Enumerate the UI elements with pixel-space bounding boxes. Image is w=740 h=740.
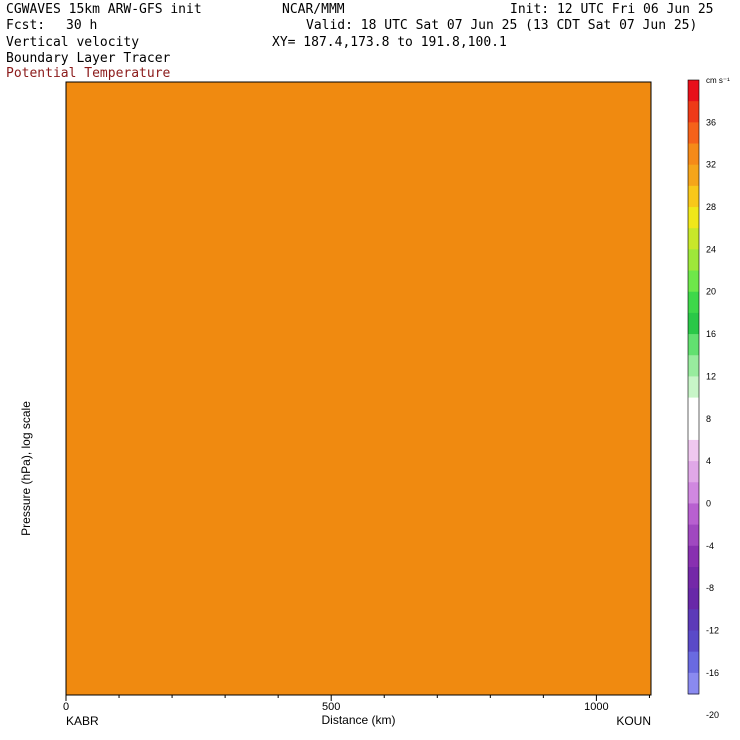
colorbar-swatch [688,524,699,547]
x-axis-label: Distance (km) [321,713,395,727]
colorbar-swatch [688,164,699,187]
colorbar-swatch [688,397,699,420]
colorbar-swatch [688,503,699,526]
colorbar-label: 32 [706,160,716,170]
colorbar-swatch [688,122,699,145]
colorbar-swatch [688,588,699,610]
colorbar-frame [687,79,700,695]
colorbar-swatch [688,376,699,399]
colorbar-swatch [688,418,699,441]
colorbar-label: 28 [706,202,716,212]
colorbar-label: 8 [706,414,711,424]
colorbar-swatch [688,672,699,695]
colorbar-swatch [688,609,699,631]
colorbar-swatch [688,143,699,166]
colorbar-swatch [688,101,699,123]
colorbar-swatch [688,355,699,377]
forecast-hour: 30 h [66,18,98,33]
colorbar-swatch [688,80,699,102]
colorbar-swatch [688,545,699,568]
colorbar-swatch [688,228,699,250]
colorbar-label: 0 [706,498,711,508]
field-vertical-velocity: Vertical velocity [6,35,140,50]
colorbar-swatch [688,482,699,504]
colorbar-swatch [688,207,699,229]
init-time: Init: 12 UTC Fri 06 Jun 25 [510,2,714,17]
field-boundary-layer-tracer: Boundary Layer Tracer [6,51,171,66]
colorbar-label: -8 [706,583,714,593]
x-tick-label: 0 [63,701,69,713]
valid-time: Valid: 18 UTC Sat 07 Jun 25 (13 CDT Sat … [306,18,698,33]
colorbar-label: -4 [706,541,714,551]
colorbar: cm s⁻¹ 36 32 28 24 20 16 12 8 4 0 -4 -8 -12 -16 -20 [687,76,730,720]
colorbar-swatch [688,185,699,208]
terrain-fill [66,82,651,695]
x-tick-label: 500 [322,701,340,713]
colorbar-swatch [688,630,699,653]
cross-section-endpoints: XY= 187.4,173.8 to 191.8,100.1 [272,35,507,50]
colorbar-swatch [688,249,699,272]
colorbar-swatch [688,334,699,356]
forecast-label: Fcst: [6,18,46,33]
colorbar-unit: cm s⁻¹ [706,76,730,85]
colorbar-swatch [688,312,699,335]
colorbar-label: 12 [706,371,716,381]
colorbar-swatch [688,291,699,314]
colorbar-label: 24 [706,244,716,254]
colorbar-swatch [688,566,699,589]
axes: 100200300400500600700800900100005001000D… [19,401,651,728]
colorbar-label: 36 [706,117,716,127]
colorbar-label: -16 [706,668,719,678]
endpoint-left: KABR [66,714,99,728]
colorbar-swatch [688,439,699,462]
endpoint-right: KOUN [616,714,651,728]
colorbar-label: 20 [706,287,716,297]
organization-label: NCAR/MMM [282,2,345,17]
colorbar-label: -12 [706,626,719,636]
colorbar-label: 16 [706,329,716,339]
y-axis-label: Pressure (hPa), log scale [19,401,33,536]
terrain [66,82,651,695]
plot-frame [65,81,652,696]
colorbar-swatch [688,651,699,674]
colorbar-swatch [688,461,699,483]
colorbar-swatch [688,270,699,293]
field-potential-temperature: Potential Temperature [6,66,171,81]
x-tick-label: 1000 [584,701,608,713]
colorbar-label: 4 [706,456,711,466]
colorbar-label: -20 [706,710,719,720]
model-title: CGWAVES 15km ARW-GFS init [6,2,202,17]
